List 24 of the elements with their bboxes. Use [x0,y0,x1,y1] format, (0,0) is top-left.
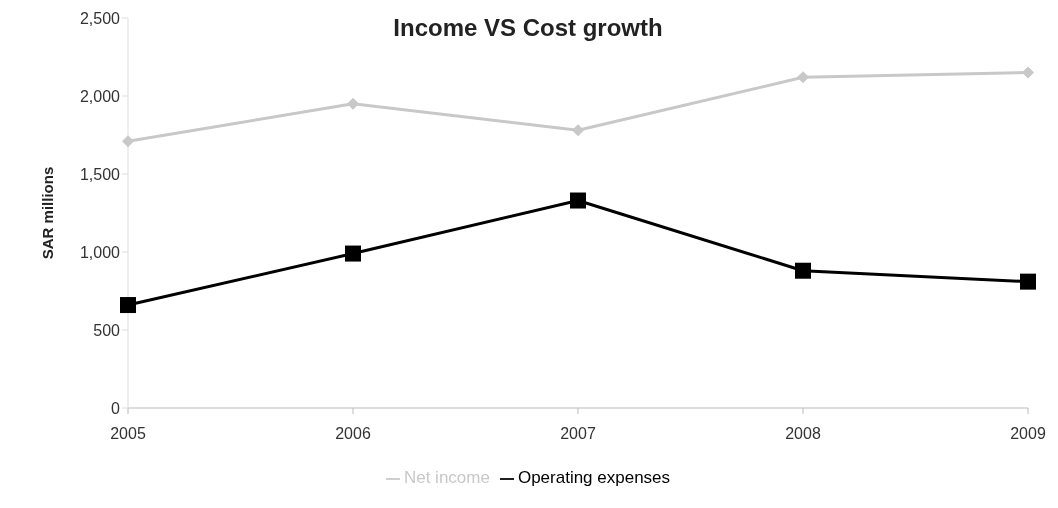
x-tick-label: 2008 [785,425,821,443]
point [797,71,809,84]
point [795,262,811,279]
point [1020,273,1036,290]
point [120,297,136,314]
y-tick-label: 2,000 [79,87,121,105]
point [572,124,584,137]
point [570,192,586,209]
point [1022,66,1034,79]
y-axis-title: SAR millions [39,166,57,260]
y-tick-label: 0 [111,399,121,417]
point [345,245,361,262]
y-tick-label: 1,500 [79,165,121,183]
chart-title: Income VS Cost growth [393,14,663,41]
x-tick-label: 2006 [335,425,371,443]
legend-label: Operating expenses [517,468,671,487]
point [122,135,134,148]
x-tick-label: 2009 [1010,425,1046,443]
y-tick-label: 1,000 [79,243,121,261]
y-tick-label: 500 [93,321,121,339]
x-tick-label: 2007 [560,425,596,443]
point [347,97,359,110]
x-tick-label: 2005 [110,425,146,443]
y-tick-label: 2,500 [79,9,121,27]
